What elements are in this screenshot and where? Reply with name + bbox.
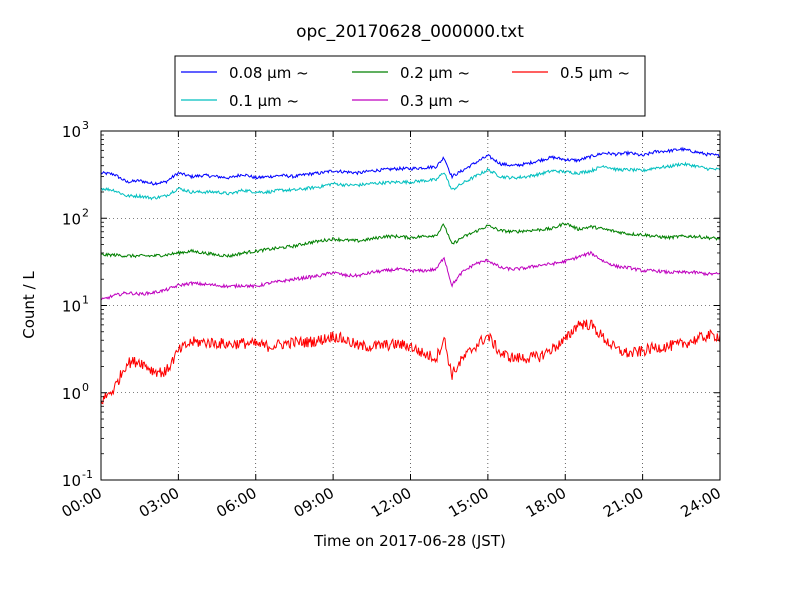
chart-title: opc_20170628_000000.txt: [296, 22, 524, 42]
legend-label: 0.2 μm ~: [400, 64, 470, 82]
legend-label: 0.3 μm ~: [400, 92, 470, 110]
y-tick-exponent: 1: [82, 294, 89, 307]
y-tick-label: 10: [62, 123, 81, 141]
y-tick-label: 10: [62, 385, 81, 403]
y-tick-exponent: 2: [82, 206, 89, 219]
y-tick-label: 10: [62, 210, 81, 228]
y-tick-label: 10: [62, 472, 81, 490]
series-layer: [100, 146, 721, 405]
legend-label: 0.08 μm ~: [229, 64, 309, 82]
legend-label: 0.5 μm ~: [560, 64, 630, 82]
legend-box: [174, 55, 646, 117]
legend: 0.08 μm ~ 0.1 μm ~ 0.2 μm ~ 0.3 μm ~ 0.5 μm …: [174, 55, 646, 117]
x-axis-label: Time on 2017-06-28 (JST): [313, 532, 506, 550]
series-line: [100, 250, 721, 301]
series-line: [101, 161, 721, 201]
series-line: [100, 222, 721, 259]
y-axis-label: Count / L: [20, 271, 38, 339]
y-tick-label: 10: [62, 298, 81, 316]
series-line: [100, 319, 721, 405]
y-tick-exponent: 3: [82, 119, 89, 132]
series-line: [100, 146, 721, 186]
y-tick-exponent: 0: [82, 381, 89, 394]
y-tick-exponent: -1: [82, 468, 93, 481]
legend-label: 0.1 μm ~: [229, 92, 299, 110]
